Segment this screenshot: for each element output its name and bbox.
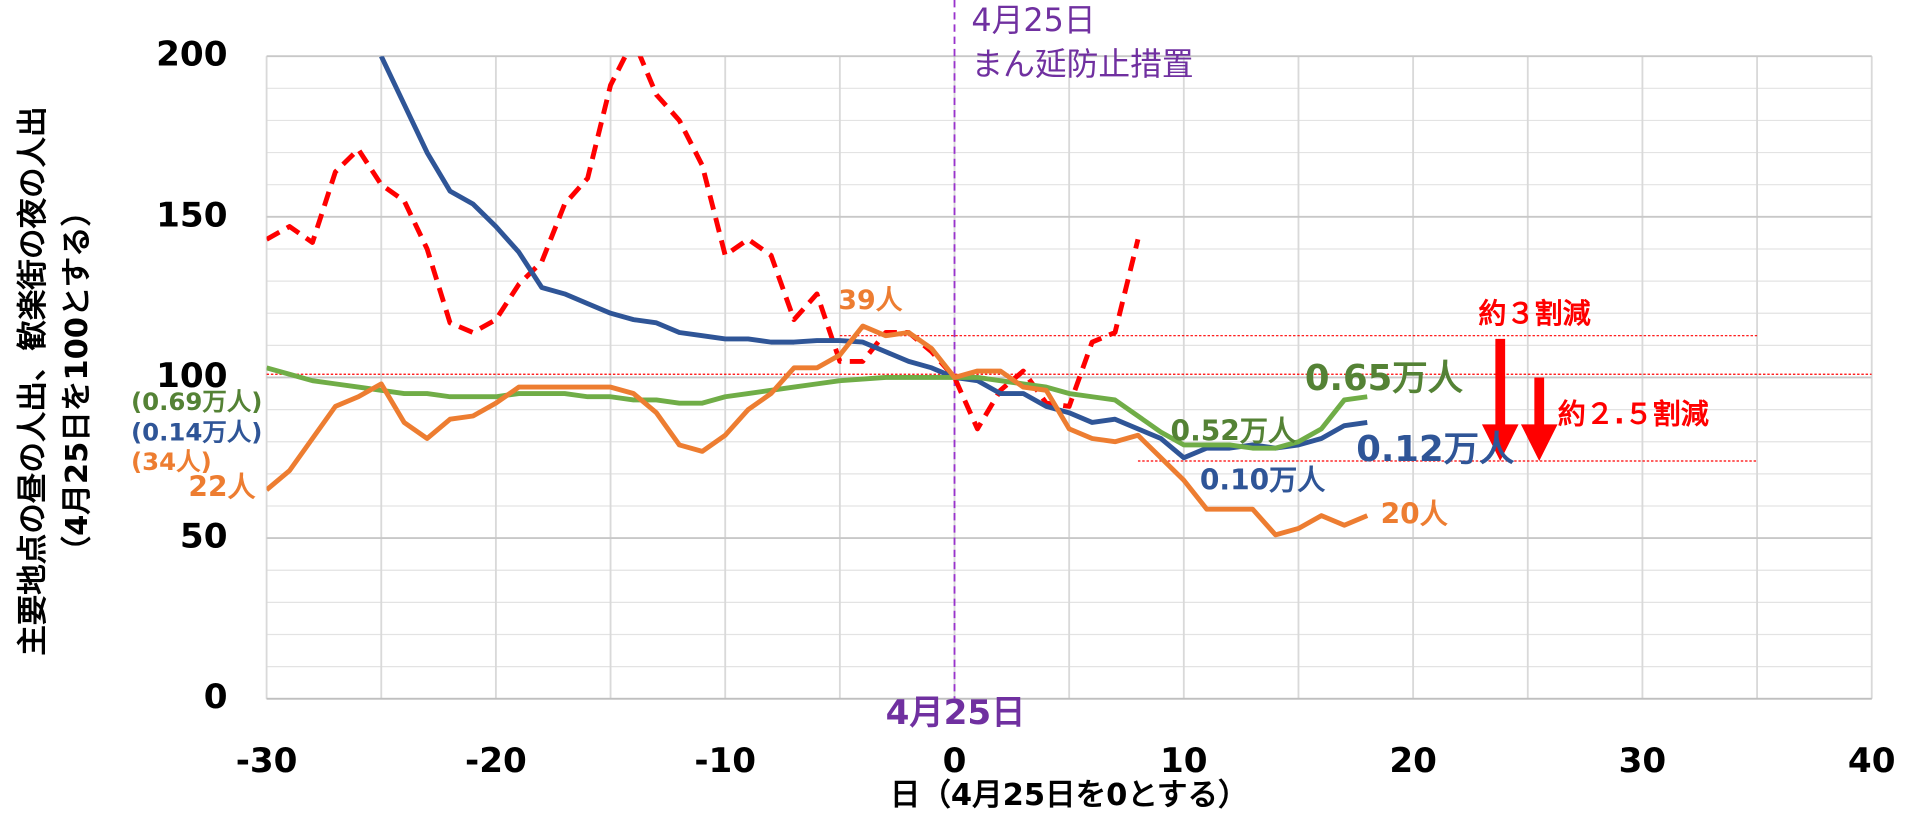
annotation: 39人 bbox=[838, 285, 902, 316]
annotation: 20人 bbox=[1381, 497, 1449, 530]
y-tick-label: 50 bbox=[180, 517, 228, 557]
annotation: (0.14万人) bbox=[131, 418, 262, 447]
x-tick-label: 20 bbox=[1389, 741, 1437, 781]
annotation: 約３割減 bbox=[1478, 297, 1590, 330]
y-axis-title: 主要地点の昼の人出、歓楽街の夜の人出 bbox=[15, 106, 51, 655]
x-axis-title: 日（4月25日を0とする） bbox=[890, 778, 1249, 813]
annotation: 0.65万人 bbox=[1305, 358, 1464, 399]
y-tick-label: 200 bbox=[156, 35, 227, 75]
annotation: まん延防止措置 bbox=[971, 47, 1193, 83]
x-tick-label: 0 bbox=[943, 741, 967, 781]
x-tick-label: 30 bbox=[1619, 741, 1667, 781]
x-tick-label: -10 bbox=[694, 741, 756, 781]
annotation: 22人 bbox=[188, 471, 256, 504]
series-line bbox=[266, 365, 1368, 451]
y-tick-label: 0 bbox=[204, 677, 228, 717]
annotation: (0.69万人) bbox=[131, 387, 262, 416]
x-tick-label: -20 bbox=[465, 741, 527, 781]
annotation: 4月25日 bbox=[971, 3, 1095, 39]
y-axis-title: （4月25日を100とする） bbox=[60, 196, 95, 567]
x-tick-label: 10 bbox=[1160, 741, 1208, 781]
annotation: 0.52万人 bbox=[1171, 414, 1297, 447]
y-tick-label: 150 bbox=[156, 195, 227, 235]
grid bbox=[265, 55, 1873, 700]
series-line bbox=[266, 323, 1369, 538]
series-line bbox=[266, 56, 1141, 432]
arrow bbox=[1481, 338, 1519, 461]
labels: 0 50 100 150 200 -30 -20 -10 0 10 20 30 40 日（4月25日を0と… bbox=[15, 0, 1896, 813]
annotation: (34人) bbox=[131, 447, 212, 476]
plot-area bbox=[266, 56, 1872, 699]
series-line bbox=[379, 56, 1368, 461]
x-tick-label: 40 bbox=[1848, 741, 1896, 781]
annotation: 0.12万人 bbox=[1356, 429, 1515, 470]
arrow bbox=[1520, 377, 1558, 461]
x-tick-label: -30 bbox=[236, 741, 298, 781]
annotation: 4月25日 bbox=[886, 693, 1026, 733]
annotation: 0.10万人 bbox=[1200, 463, 1326, 496]
y-tick-label: 100 bbox=[156, 356, 227, 396]
annotation: 約２.５割減 bbox=[1558, 397, 1709, 430]
